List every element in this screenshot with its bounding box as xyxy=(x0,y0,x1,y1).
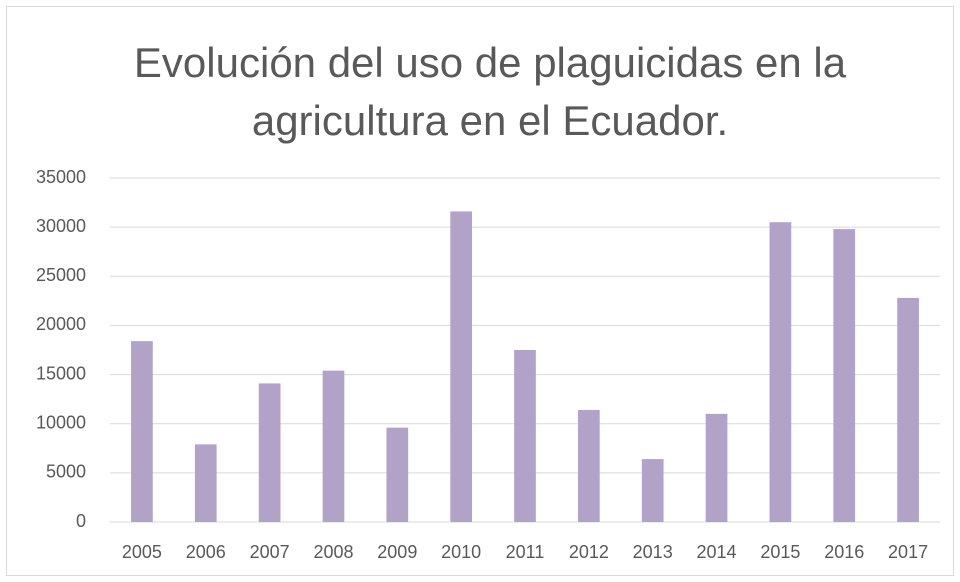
y-tick-label: 35000 xyxy=(36,167,86,187)
x-tick-label: 2005 xyxy=(122,542,162,562)
x-tick-label: 2008 xyxy=(313,542,353,562)
x-tick-label: 2010 xyxy=(441,542,481,562)
x-tick-label: 2017 xyxy=(888,542,928,562)
x-tick-label: 2012 xyxy=(569,542,609,562)
x-tick-label: 2014 xyxy=(697,542,737,562)
y-tick-label: 30000 xyxy=(36,216,86,236)
y-tick-label: 0 xyxy=(76,511,86,531)
bar xyxy=(641,459,664,522)
bar xyxy=(577,409,600,522)
bar xyxy=(322,370,345,522)
x-tick-label: 2016 xyxy=(824,542,864,562)
x-tick-label: 2006 xyxy=(186,542,226,562)
y-tick-label: 10000 xyxy=(36,412,86,432)
bar xyxy=(897,297,919,522)
y-tick-label: 25000 xyxy=(36,265,86,285)
y-tick-label: 5000 xyxy=(46,462,86,482)
bar xyxy=(386,427,409,522)
bar xyxy=(514,350,536,522)
bar xyxy=(705,413,728,522)
x-tick-label: 2013 xyxy=(633,542,673,562)
x-tick-label: 2011 xyxy=(506,542,545,562)
bar xyxy=(258,383,281,522)
x-tick-label: 2009 xyxy=(377,542,417,562)
chart-border xyxy=(6,6,954,576)
bar xyxy=(450,211,473,522)
x-tick-label: 2007 xyxy=(250,542,290,562)
bar xyxy=(833,229,856,522)
bar xyxy=(131,341,153,522)
y-tick-label: 15000 xyxy=(36,363,86,383)
y-tick-label: 20000 xyxy=(36,314,86,334)
bar xyxy=(769,222,792,522)
bar xyxy=(194,444,217,522)
chart-title: Evolución del uso de plaguicidas en la a… xyxy=(133,39,847,144)
x-tick-label: 2015 xyxy=(760,542,800,562)
